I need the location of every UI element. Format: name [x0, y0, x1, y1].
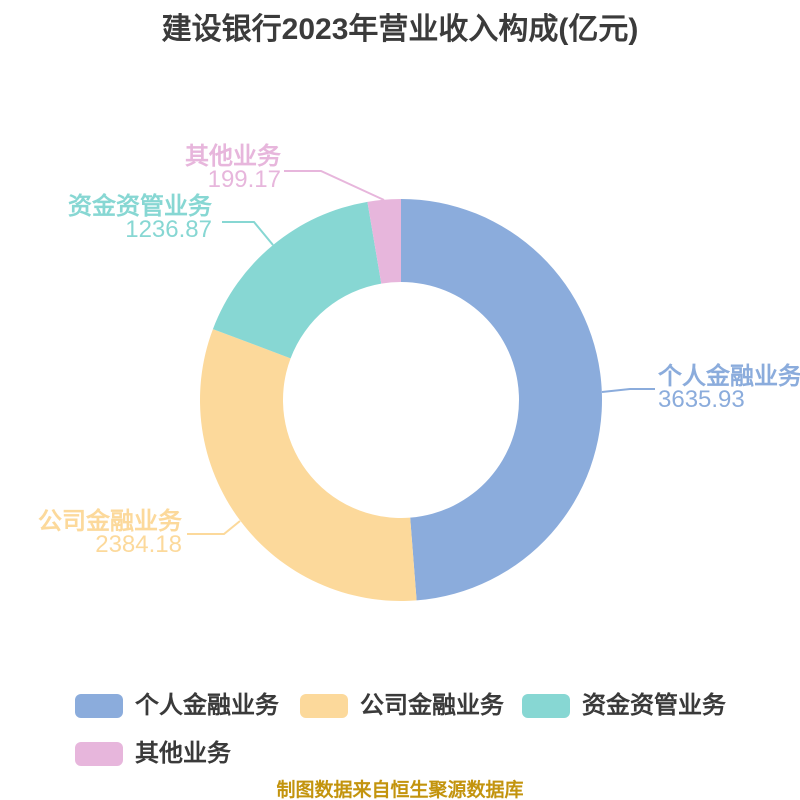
- legend-item-corporate-banking[interactable]: 公司金融业务: [300, 694, 504, 718]
- slice-label-name: 个人金融业务: [658, 363, 800, 390]
- legend-swatch-corporate-banking: [300, 694, 348, 718]
- slice-label-value: 1236.87: [125, 216, 212, 243]
- donut-slice-1[interactable]: [199, 329, 417, 601]
- slice-label-name: 资金资管业务: [68, 193, 212, 220]
- data-source-note: 制图数据来自恒生聚源数据库: [276, 780, 524, 800]
- chart-title: 建设银行2023年营业收入构成(亿元): [161, 13, 639, 46]
- legend-item-treasury-business[interactable]: 资金资管业务: [522, 694, 726, 718]
- legend-swatch-personal-banking: [75, 694, 123, 718]
- donut-slice-3[interactable]: [367, 199, 401, 284]
- legend-swatch-treasury-business: [522, 694, 570, 718]
- legend-label: 其他业务: [135, 740, 231, 767]
- legend-label: 公司金融业务: [360, 692, 504, 719]
- slice-label-treasury-business: 资金资管业务 1236.87: [68, 193, 212, 243]
- legend-item-other-business[interactable]: 其他业务: [75, 742, 231, 766]
- slice-label-value: 3635.93: [658, 386, 745, 413]
- legend-label: 资金资管业务: [582, 692, 726, 719]
- slice-label-value: 199.17: [207, 166, 281, 193]
- leader-line-personal-banking: [601, 388, 655, 393]
- leader-line-corporate-banking: [187, 520, 241, 535]
- legend-swatch-other-business: [75, 742, 123, 766]
- legend-label: 个人金融业务: [135, 692, 279, 719]
- leader-line-other-business: [284, 170, 385, 201]
- slice-label-personal-banking: 个人金融业务 3635.93: [658, 363, 800, 413]
- slice-label-value: 2384.18: [95, 531, 182, 558]
- donut-slice-2[interactable]: [212, 201, 382, 359]
- donut-slice-0[interactable]: [401, 199, 602, 601]
- legend-item-personal-banking[interactable]: 个人金融业务: [75, 694, 279, 718]
- slice-label-name: 公司金融业务: [38, 508, 182, 535]
- slice-label-name: 其他业务: [185, 143, 281, 170]
- slice-label-corporate-banking: 公司金融业务 2384.18: [38, 508, 182, 558]
- slice-label-other-business: 其他业务 199.17: [185, 143, 281, 193]
- leader-line-treasury-business: [222, 221, 274, 246]
